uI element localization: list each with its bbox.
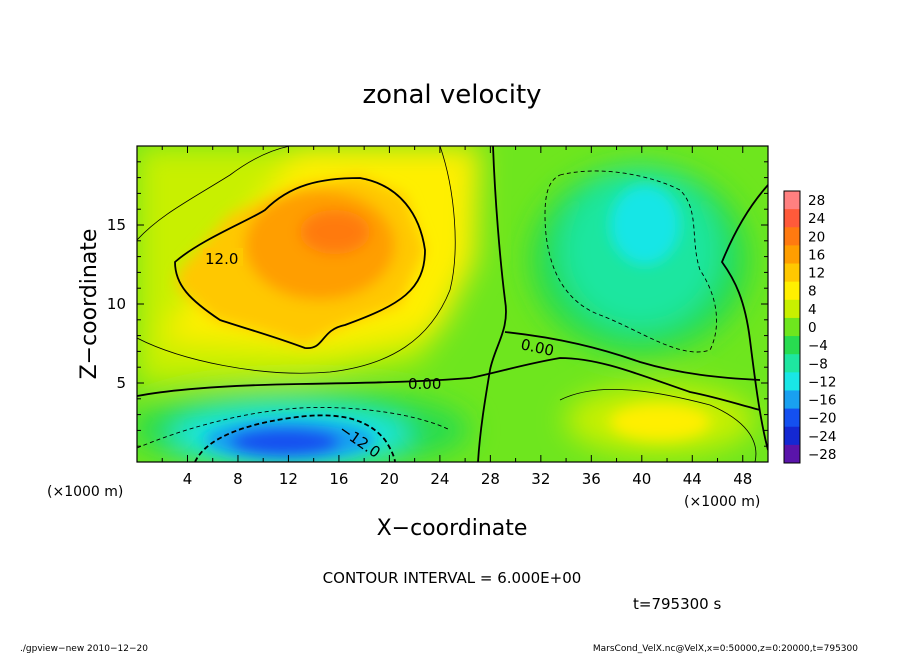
colorbar-swatch: [784, 372, 800, 391]
colorbar-swatch: [784, 245, 800, 265]
field-minimum-peak: [610, 185, 680, 265]
colorbar-swatch: [784, 426, 800, 446]
contour-plus6-lower-right: [559, 388, 757, 462]
contour-zero-lower: [137, 357, 761, 411]
colorbar-swatch: [784, 408, 800, 428]
colorbar: 28 24 20 16 12 8 4 0 −4 −8 −12 −16 −20 −24 −28: [783, 190, 837, 464]
colorbar-label: 0: [808, 320, 817, 336]
colorbar-swatch: [784, 444, 800, 464]
x-tick-label: 48: [733, 470, 752, 488]
x-tick-label: 44: [683, 470, 702, 488]
x-tick-label: 12: [279, 470, 298, 488]
colorbar-swatch: [784, 317, 800, 337]
y-unit-note: (×1000 m): [47, 484, 123, 500]
y-tick-label: 5: [116, 374, 126, 392]
colorbar-label: −24: [808, 429, 837, 445]
footer-right: MarsCond_VelX.nc@VelX,x=0:50000,z=0:2000…: [593, 644, 858, 654]
x-tick-label: 20: [380, 470, 399, 488]
contour-label-plus12: 12.0: [205, 250, 238, 268]
colorbar-swatch: [784, 227, 800, 246]
x-tick-label: 16: [329, 470, 348, 488]
x-tick-label: 32: [531, 470, 550, 488]
y-tick-label: 15: [107, 216, 126, 234]
colorbar-swatch: [784, 299, 800, 319]
colorbar-swatch: [784, 336, 800, 355]
contour-lines: [137, 146, 768, 462]
contour-plus6-inner: [137, 146, 456, 374]
field-maximum-peak: [300, 210, 370, 254]
contour-interval-text: CONTOUR INTERVAL = 6.000E+00: [323, 569, 582, 587]
contour-minus6-right: [544, 170, 718, 353]
x-axis-label: X−coordinate: [377, 516, 528, 541]
y-tick-label: 10: [107, 295, 126, 313]
contour-minus12: [194, 414, 396, 462]
colorbar-label: −4: [808, 338, 828, 354]
contour-plus12: [174, 177, 426, 349]
x-axis: 4 8 12 16 20 24 28 32 36 40 44 48: [161, 146, 752, 488]
x-tick-label: 24: [430, 470, 449, 488]
x-tick-label: 4: [183, 470, 193, 488]
contour-zero-vertical: [477, 146, 507, 462]
colorbar-label: −28: [808, 447, 837, 463]
y-axis: 5 10 15: [107, 161, 768, 447]
colorbar-label: 12: [808, 266, 825, 282]
colorbar-label: 20: [808, 229, 825, 245]
colorbar-swatch: [784, 390, 800, 410]
colorbar-label: −16: [808, 393, 837, 409]
colorbar-label: 16: [808, 247, 825, 263]
contour-zero-right: [720, 184, 768, 451]
colorbar-swatch: [784, 209, 800, 228]
colorbar-label: 24: [808, 211, 825, 227]
x-tick-label: 28: [481, 470, 500, 488]
chart-title: zonal velocity: [362, 80, 541, 110]
contour-label-zero-lower: 0.00: [408, 375, 441, 393]
heatmap-field: 12.0 0.00 0.00 −12.0: [137, 146, 768, 462]
y-axis-label: Z−coordinate: [77, 229, 102, 380]
colorbar-label: 4: [808, 302, 817, 318]
colorbar-label: 8: [808, 284, 817, 300]
colorbar-swatch: [784, 263, 800, 283]
footer-left: ./gpview−new 2010−12−20: [20, 644, 148, 654]
colorbar-label: 28: [808, 193, 825, 209]
field-jet-core: [230, 428, 340, 456]
field-lower-right-core: [610, 404, 710, 440]
x-tick-label: 8: [233, 470, 243, 488]
contour-label-bg: [203, 248, 243, 266]
x-tick-label: 36: [582, 470, 601, 488]
colorbar-swatch: [784, 354, 800, 373]
x-unit-note: (×1000 m): [684, 494, 760, 510]
contour-plus6-upper: [137, 146, 291, 241]
colorbar-frame: [783, 190, 801, 464]
colorbar-swatch: [784, 191, 800, 210]
colorbar-swatch: [784, 281, 800, 301]
colorbar-label: −20: [808, 411, 837, 427]
colorbar-label: −12: [808, 374, 837, 390]
contour-minus6-lower: [137, 407, 451, 449]
x-tick-label: 40: [632, 470, 651, 488]
time-label: t=795300 s: [633, 595, 721, 613]
contour-zero-mid: [504, 331, 761, 381]
colorbar-label: −8: [808, 356, 828, 372]
